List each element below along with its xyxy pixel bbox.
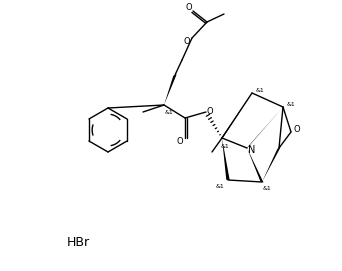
Text: HBr: HBr xyxy=(66,235,90,249)
Text: O: O xyxy=(184,37,190,46)
Text: &1: &1 xyxy=(287,102,295,108)
Text: &1: &1 xyxy=(165,109,173,115)
Text: O: O xyxy=(207,107,213,115)
Polygon shape xyxy=(247,148,264,183)
Text: O: O xyxy=(186,2,192,11)
Polygon shape xyxy=(246,107,283,149)
Text: &1: &1 xyxy=(221,144,229,149)
Polygon shape xyxy=(164,75,177,105)
Polygon shape xyxy=(221,93,252,139)
Polygon shape xyxy=(262,147,280,182)
Text: N: N xyxy=(248,145,256,155)
Text: &1: &1 xyxy=(215,183,224,189)
Text: O: O xyxy=(294,125,300,134)
Text: O: O xyxy=(177,137,183,147)
Text: &1: &1 xyxy=(263,186,271,191)
Text: &1: &1 xyxy=(255,88,264,92)
Polygon shape xyxy=(222,138,230,180)
